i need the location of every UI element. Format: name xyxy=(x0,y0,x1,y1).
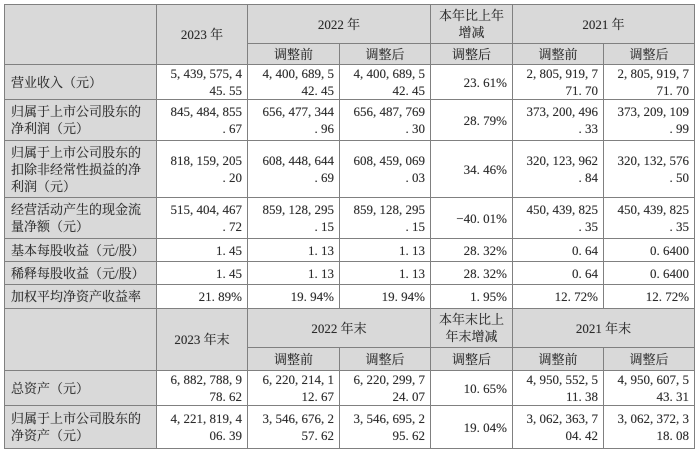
subheader-2022-after: 调整后 xyxy=(338,43,432,65)
cell-value: 19. 04% xyxy=(430,405,514,449)
cell-value: 1. 95% xyxy=(430,284,514,309)
cell-value: 656, 487, 769 . 30 xyxy=(338,99,432,141)
subheader-2022end-before: 调整前 xyxy=(247,347,340,371)
row-label: 加权平均净资产收益率 xyxy=(4,284,157,309)
row-label: 稀释每股收益（元/股） xyxy=(4,261,157,285)
cell-value: 28. 32% xyxy=(430,261,514,285)
cell-value: 1. 13 xyxy=(247,238,340,262)
table-row-basic-eps: 基本每股收益（元/股） 1. 45 1. 13 1. 13 28. 32% 0.… xyxy=(4,238,696,262)
cell-value: 450, 439, 825 . 35 xyxy=(512,197,605,239)
cell-value: 4, 221, 819, 4 06. 39 xyxy=(156,405,248,449)
row-label: 基本每股收益（元/股） xyxy=(4,238,157,262)
header-2023: 2023 年 xyxy=(156,4,248,65)
table-row-net-assets: 归属于上市公司股东的 净资产（元） 4, 221, 819, 4 06. 39 … xyxy=(4,405,696,449)
cell-value: 4, 400, 689, 5 42. 45 xyxy=(247,64,340,100)
table-row-weighted-avg-roe: 加权平均净资产收益率 21. 89% 19. 94% 19. 94% 1. 95… xyxy=(4,284,696,309)
row-label: 总资产（元） xyxy=(4,370,157,406)
cell-value: 19. 94% xyxy=(247,284,340,309)
cell-value: 373, 209, 109 . 99 xyxy=(603,99,696,141)
subheader-2021end-after: 调整后 xyxy=(603,347,696,371)
cell-value: 859, 128, 295 . 15 xyxy=(338,197,432,239)
subheader-2022-before: 调整前 xyxy=(247,43,340,65)
row-label: 归属于上市公司股东的 扣除非经常性损益的净 利润（元） xyxy=(4,140,157,198)
subheader-changeend-after: 调整后 xyxy=(430,347,514,371)
table-row-net-profit-excl-nonrecurring: 归属于上市公司股东的 扣除非经常性损益的净 利润（元） 818, 159, 20… xyxy=(4,140,696,198)
header-row-yearend: 2023 年末 2022 年末 本年末比上 年末增减 2021 年末 xyxy=(4,308,696,371)
subheader-2021-after: 调整后 xyxy=(603,43,696,65)
cell-value: 515, 404, 467 . 72 xyxy=(156,197,248,239)
financial-summary-table: 2023 年 2022 年 本年比上年 增减 2021 年 调整前 调整后 调整… xyxy=(4,4,696,449)
cell-value: 23. 61% xyxy=(430,64,514,100)
cell-value: 10. 65% xyxy=(430,370,514,406)
subheader-2022end-after: 调整后 xyxy=(338,347,432,371)
cell-value: 1. 13 xyxy=(338,261,432,285)
cell-value: 3, 062, 363, 7 04. 42 xyxy=(512,405,605,449)
cell-value: 818, 159, 205 . 20 xyxy=(156,140,248,198)
header-row-adjust: 调整前 调整后 调整后 调整前 调整后 xyxy=(5,43,696,65)
header-yearend-change: 本年末比上 年末增减 xyxy=(430,308,514,348)
cell-value: 1. 13 xyxy=(338,238,432,262)
cell-value: 320, 123, 962 . 84 xyxy=(512,140,605,198)
cell-value: 6, 882, 788, 9 78. 62 xyxy=(156,370,248,406)
cell-value: 608, 448, 644 . 69 xyxy=(247,140,340,198)
cell-value: 1. 45 xyxy=(156,238,248,262)
cell-value: 373, 200, 496 . 33 xyxy=(512,99,605,141)
cell-value: 6, 220, 299, 7 24. 07 xyxy=(338,370,432,406)
header-2021-end: 2021 年末 xyxy=(512,308,696,348)
cell-value: 4, 950, 552, 5 11. 38 xyxy=(512,370,605,406)
header-row-years: 2023 年 2022 年 本年比上年 增减 2021 年 xyxy=(4,4,696,65)
cell-value: 2, 805, 919, 7 71. 70 xyxy=(603,64,696,100)
cell-value: 320, 132, 576 . 50 xyxy=(603,140,696,198)
cell-value: 3, 546, 676, 2 57. 62 xyxy=(247,405,340,449)
row-label: 归属于上市公司股东的 净利润（元） xyxy=(4,99,157,141)
header-2022: 2022 年 xyxy=(246,4,432,44)
cell-value: 0. 64 xyxy=(512,261,605,285)
cell-value: 5, 439, 575, 4 45. 55 xyxy=(156,64,248,100)
cell-value: 6, 220, 214, 1 12. 67 xyxy=(247,370,340,406)
cell-value: 3, 062, 372, 3 18. 08 xyxy=(603,405,696,449)
subheader-2021-before: 调整前 xyxy=(512,43,605,65)
row-label: 营业收入（元） xyxy=(4,64,157,100)
cell-value: 1. 45 xyxy=(156,261,248,285)
subheader-change-after: 调整后 xyxy=(430,43,514,65)
cell-value: 2, 805, 919, 7 71. 70 xyxy=(512,64,605,100)
table-row-operating-cash-flow: 经营活动产生的现金流 量净额（元） 515, 404, 467 . 72 859… xyxy=(4,197,696,239)
header-2023-end: 2023 年末 xyxy=(156,308,248,371)
header-2021: 2021 年 xyxy=(512,4,696,44)
row-label: 归属于上市公司股东的 净资产（元） xyxy=(4,405,157,449)
cell-value: 3, 546, 695, 2 95. 62 xyxy=(338,405,432,449)
cell-value: 19. 94% xyxy=(338,284,432,309)
header-row-adjust-2: 调整前 调整后 调整后 调整前 调整后 xyxy=(5,347,696,371)
table-row-diluted-eps: 稀释每股收益（元/股） 1. 45 1. 13 1. 13 28. 32% 0.… xyxy=(4,261,696,285)
cell-value: 859, 128, 295 . 15 xyxy=(247,197,340,239)
header-yoy-change: 本年比上年 增减 xyxy=(430,4,514,44)
cell-value: 0. 64 xyxy=(512,238,605,262)
cell-value: 28. 79% xyxy=(430,99,514,141)
corner-cell xyxy=(4,4,157,65)
subheader-2021end-before: 调整前 xyxy=(512,347,605,371)
cell-value: 4, 950, 607, 5 43. 31 xyxy=(603,370,696,406)
table-row-revenue: 营业收入（元） 5, 439, 575, 4 45. 55 4, 400, 68… xyxy=(4,64,696,100)
cell-value: 0. 6400 xyxy=(603,238,696,262)
cell-value: 4, 400, 689, 5 42. 45 xyxy=(338,64,432,100)
table-row-total-assets: 总资产（元） 6, 882, 788, 9 78. 62 6, 220, 214… xyxy=(4,370,696,406)
cell-value: 450, 439, 825 . 35 xyxy=(603,197,696,239)
header-2022-end: 2022 年末 xyxy=(246,308,432,348)
table-row-net-profit: 归属于上市公司股东的 净利润（元） 845, 484, 855 . 67 656… xyxy=(4,99,696,141)
cell-value: 12. 72% xyxy=(512,284,605,309)
cell-value: 845, 484, 855 . 67 xyxy=(156,99,248,141)
cell-value: 21. 89% xyxy=(156,284,248,309)
cell-value: 656, 477, 344 . 96 xyxy=(247,99,340,141)
cell-value: 12. 72% xyxy=(603,284,696,309)
cell-value: −40. 01% xyxy=(430,197,514,239)
cell-value: 28. 32% xyxy=(430,238,514,262)
cell-value: 1. 13 xyxy=(247,261,340,285)
corner-cell xyxy=(4,308,157,371)
cell-value: 0. 6400 xyxy=(603,261,696,285)
cell-value: 608, 459, 069 . 03 xyxy=(338,140,432,198)
row-label: 经营活动产生的现金流 量净额（元） xyxy=(4,197,157,239)
cell-value: 34. 46% xyxy=(430,140,514,198)
